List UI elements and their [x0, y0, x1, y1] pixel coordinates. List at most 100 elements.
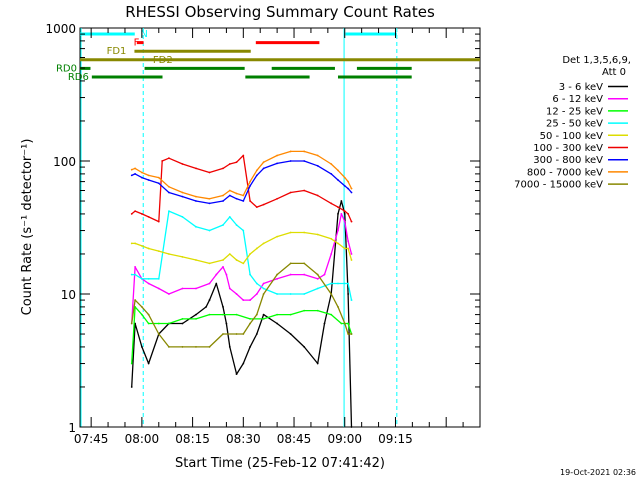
series-point — [181, 317, 184, 320]
series-point — [316, 277, 319, 280]
series-point — [147, 215, 150, 218]
series-point — [289, 150, 292, 153]
series-point — [316, 362, 319, 365]
series-point — [249, 273, 251, 276]
series-point — [350, 191, 353, 194]
series-line-1 — [131, 213, 353, 324]
series-point — [168, 346, 170, 348]
series-point — [208, 313, 211, 316]
series-point — [350, 333, 353, 335]
series-point — [181, 191, 184, 194]
series-point — [347, 322, 350, 325]
series-point — [350, 299, 353, 301]
y-tick-label: 1000 — [45, 22, 76, 36]
series-point — [262, 161, 265, 164]
series-point — [249, 200, 251, 202]
series-point — [255, 313, 258, 316]
series-point — [323, 322, 326, 325]
series-point — [303, 160, 306, 162]
series-point — [235, 333, 238, 335]
series-point — [316, 287, 319, 290]
series-point — [157, 182, 160, 185]
y-axis-label: Count Rate (s⁻¹ detector⁻¹) — [20, 139, 35, 316]
series-point — [276, 273, 279, 276]
series-point — [181, 215, 184, 218]
series-point — [347, 282, 350, 285]
y-tick-label: 100 — [53, 155, 76, 169]
x-tick-label: 08:15 — [175, 432, 210, 446]
series-point — [242, 362, 245, 365]
series-point — [242, 200, 245, 202]
series-point — [235, 293, 238, 295]
series-point — [289, 273, 292, 276]
series-point — [195, 259, 197, 261]
series-point — [242, 154, 245, 157]
series-point — [222, 259, 224, 261]
series-point — [262, 313, 265, 316]
series-point — [225, 273, 228, 276]
series-point — [195, 167, 197, 170]
series-point — [181, 346, 184, 348]
series-point — [337, 242, 339, 245]
series-line-0 — [131, 200, 353, 428]
legend-label: 6 - 12 keV — [552, 94, 603, 105]
series-point — [235, 224, 238, 226]
series-line-8 — [131, 262, 352, 348]
series-point — [134, 242, 137, 245]
legend-label: 300 - 800 keV — [533, 155, 603, 166]
series-point — [222, 194, 224, 197]
series-point — [157, 322, 160, 325]
legend-label: 12 - 25 keV — [546, 106, 603, 117]
legend-header: Att 0 — [602, 67, 626, 78]
series-point — [140, 313, 143, 316]
series-point — [289, 231, 292, 234]
series-point — [343, 184, 346, 187]
series-line-5 — [131, 154, 353, 223]
series-point — [181, 195, 184, 198]
series-point — [330, 237, 333, 240]
series-point — [343, 247, 346, 250]
series-point — [228, 253, 231, 255]
series-point — [222, 265, 224, 268]
series-point — [347, 333, 350, 335]
series-point — [147, 247, 150, 250]
series-point — [316, 164, 319, 167]
x-axis-label: Start Time (25-Feb-12 07:41:42) — [175, 456, 385, 471]
series-point — [140, 171, 143, 174]
series-point — [215, 273, 218, 276]
series-point — [316, 194, 319, 197]
series-point — [205, 305, 208, 308]
flag-label-fd1: FD1 — [107, 46, 127, 57]
x-tick-label: 08:00 — [125, 432, 160, 446]
x-tick-label: 09:00 — [327, 432, 362, 446]
series-point — [289, 293, 292, 295]
series-point — [330, 293, 333, 295]
series-point — [330, 202, 333, 205]
series-point — [316, 154, 319, 157]
series-point — [140, 346, 143, 348]
series-point — [316, 233, 319, 236]
legend-label: 3 - 6 keV — [559, 82, 603, 93]
series-point — [147, 322, 150, 325]
series-point — [222, 313, 224, 316]
series-point — [134, 265, 137, 268]
series-point — [350, 187, 353, 190]
series-point — [208, 171, 211, 174]
series-point — [140, 277, 143, 280]
series-point — [350, 259, 353, 261]
series-point — [208, 282, 211, 285]
flag-label-rd6: RD6 — [68, 72, 89, 83]
series-point — [303, 309, 306, 312]
series-point — [157, 287, 160, 290]
series-point — [222, 333, 224, 335]
series-point — [195, 225, 197, 228]
series-point — [147, 282, 150, 285]
series-point — [208, 299, 211, 301]
series-point — [228, 346, 231, 348]
series-point — [222, 200, 224, 202]
series-point — [255, 282, 258, 285]
series-point — [276, 162, 279, 165]
series-point — [249, 346, 251, 348]
series-point — [350, 253, 353, 255]
series-point — [330, 313, 333, 316]
